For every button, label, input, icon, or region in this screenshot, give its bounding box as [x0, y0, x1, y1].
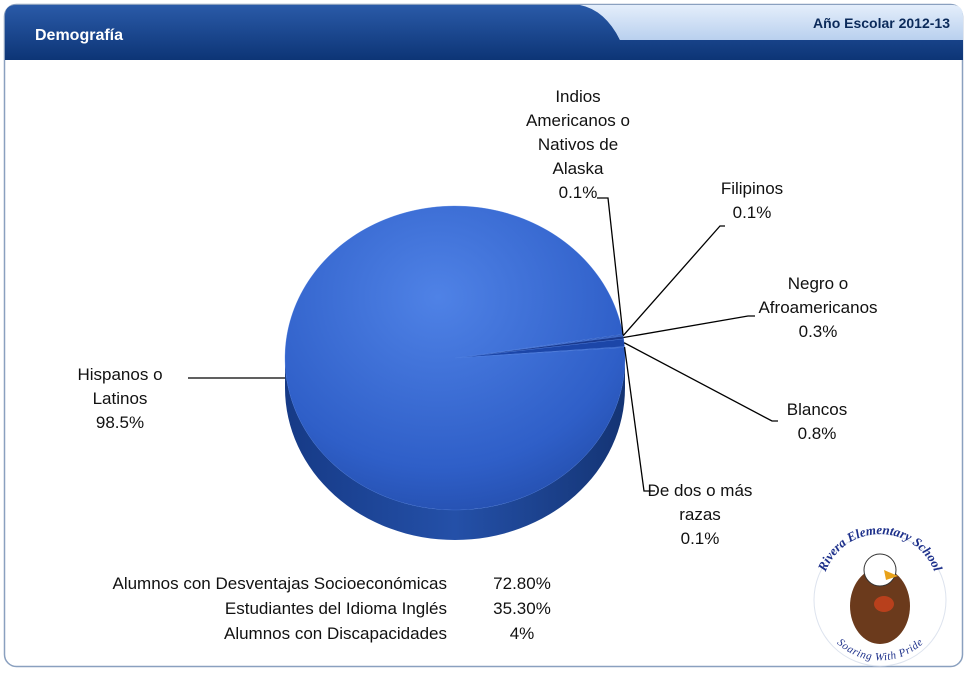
logo-ball [874, 596, 894, 612]
stat-label: Estudiantes del Idioma Inglés [225, 599, 447, 618]
stat-label: Alumnos con Desventajas Socioeconómicas [112, 574, 447, 593]
slice-label: De dos o más razas [648, 481, 753, 524]
leader-line [597, 197, 624, 335]
slice-value-label: 98.5% [96, 413, 144, 432]
pie-side [285, 358, 625, 540]
header-bar [5, 5, 963, 60]
header-title: Demografía [35, 27, 123, 44]
slice-value-label: 0.8% [798, 424, 837, 443]
logo-eagle-head [863, 553, 897, 587]
slice-value-label: 0.1% [681, 529, 720, 548]
stat-value: 4% [510, 624, 535, 643]
stat-label: Alumnos con Discapacidades [224, 624, 447, 643]
slice-label: Indios Americanos o Nativos de Alaska [526, 87, 630, 178]
leader-line [623, 346, 655, 492]
stat-value: 72.80% [493, 574, 551, 593]
header-tab [580, 5, 963, 40]
logo-eagle-beak [884, 570, 898, 580]
slice-label: Filipinos [721, 179, 783, 198]
stat-value: 35.30% [493, 599, 551, 618]
logo: Rivera Elementary School Soaring With Pr… [813, 522, 947, 667]
leader-line [622, 225, 725, 337]
leader-line [623, 342, 778, 422]
slice-label: Blancos [787, 400, 847, 419]
slice-value-label: 0.3% [799, 322, 838, 341]
slice-label: Hispanos o Latinos [77, 365, 162, 408]
slice-value-label: 0.1% [733, 203, 772, 222]
header-tab-label: Año Escolar 2012-13 [813, 15, 950, 31]
slice-value-label: 0.1% [559, 183, 598, 202]
slice-label: Negro o Afroamericanos [758, 274, 877, 317]
pie-slice [284, 205, 626, 511]
leader-line [623, 315, 755, 339]
